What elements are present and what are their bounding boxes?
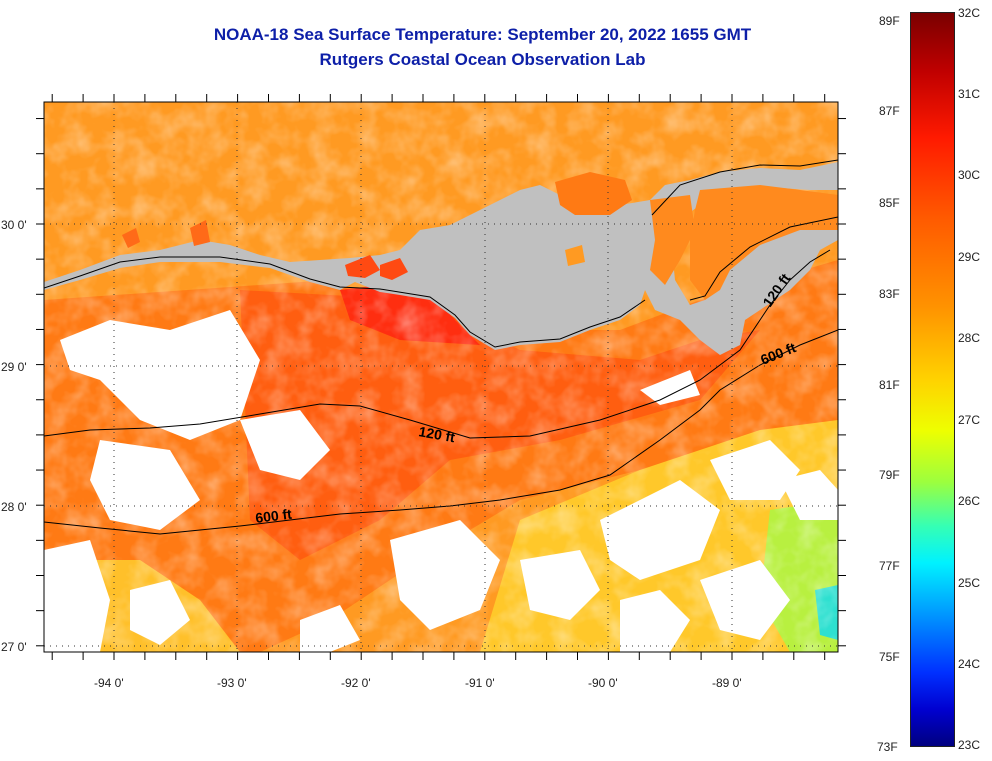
colorbar-f-77: 77F (879, 559, 900, 573)
contour-label-600ft-west: 600 ft (254, 506, 293, 526)
colorbar-c-28: 28C (958, 331, 981, 345)
colorbar-f-87: 87F (879, 104, 900, 118)
colorbar-c-23: 23C (958, 738, 981, 752)
lat-label-28: 28 0' (1, 500, 27, 514)
axis-ticks (36, 94, 846, 660)
colorbar-c-24: 24C (958, 657, 981, 671)
coastline-mississippi (651, 159, 838, 216)
lat-label-29: 29 0' (1, 360, 27, 374)
lon-label-89: -89 0' (712, 676, 742, 690)
lat-label-30: 30 0' (1, 218, 27, 232)
temperature-colorbar (910, 12, 955, 747)
colorbar-f-81: 81F (879, 378, 900, 392)
coastal-bay (555, 172, 632, 215)
colorbar-c-26: 26C (958, 494, 981, 508)
coastal-bay (690, 185, 838, 300)
colorbar-f-75: 75F (879, 650, 900, 664)
contour-label-120ft-west: 120 ft (417, 423, 456, 445)
contour-120ft (44, 249, 831, 439)
colorbar-c-29: 29C (958, 250, 981, 264)
colorbar-c-31: 31C (958, 87, 981, 101)
coastline (44, 256, 646, 348)
map-title: NOAA-18 Sea Surface Temperature: Septemb… (213, 25, 752, 44)
graticule (44, 102, 838, 652)
colorbar-c-27: 27C (958, 413, 981, 427)
colorbar-f-85: 85F (879, 196, 900, 210)
colorbar-f-89: 89F (879, 14, 900, 28)
lon-label-93: -93 0' (217, 676, 247, 690)
colorbar-c-32: 32C (958, 6, 981, 20)
coastal-bay (345, 255, 380, 278)
colorbar-f-73: 73F (877, 740, 898, 754)
lon-label-92: -92 0' (341, 676, 371, 690)
colorbar-c-25: 25C (958, 576, 981, 590)
lat-label-27: 27 0' (1, 640, 27, 654)
coastal-bay (650, 195, 695, 285)
lon-label-94: -94 0' (94, 676, 124, 690)
contour-600ft (44, 329, 838, 535)
colorbar-c-30: 30C (958, 168, 981, 182)
map-frame (43, 101, 839, 653)
coastal-bay (565, 245, 585, 266)
coastline-delta (689, 216, 838, 301)
lon-label-90: -90 0' (588, 676, 618, 690)
map-subtitle: Rutgers Coastal Ocean Observation Lab (319, 50, 646, 69)
coastal-bay (380, 258, 408, 280)
coastal-bay (122, 228, 140, 248)
land-mass (44, 102, 838, 355)
lon-label-91: -91 0' (465, 676, 495, 690)
colorbar-f-83: 83F (879, 287, 900, 301)
colorbar-f-79: 79F (879, 468, 900, 482)
coastal-bay (190, 220, 210, 246)
